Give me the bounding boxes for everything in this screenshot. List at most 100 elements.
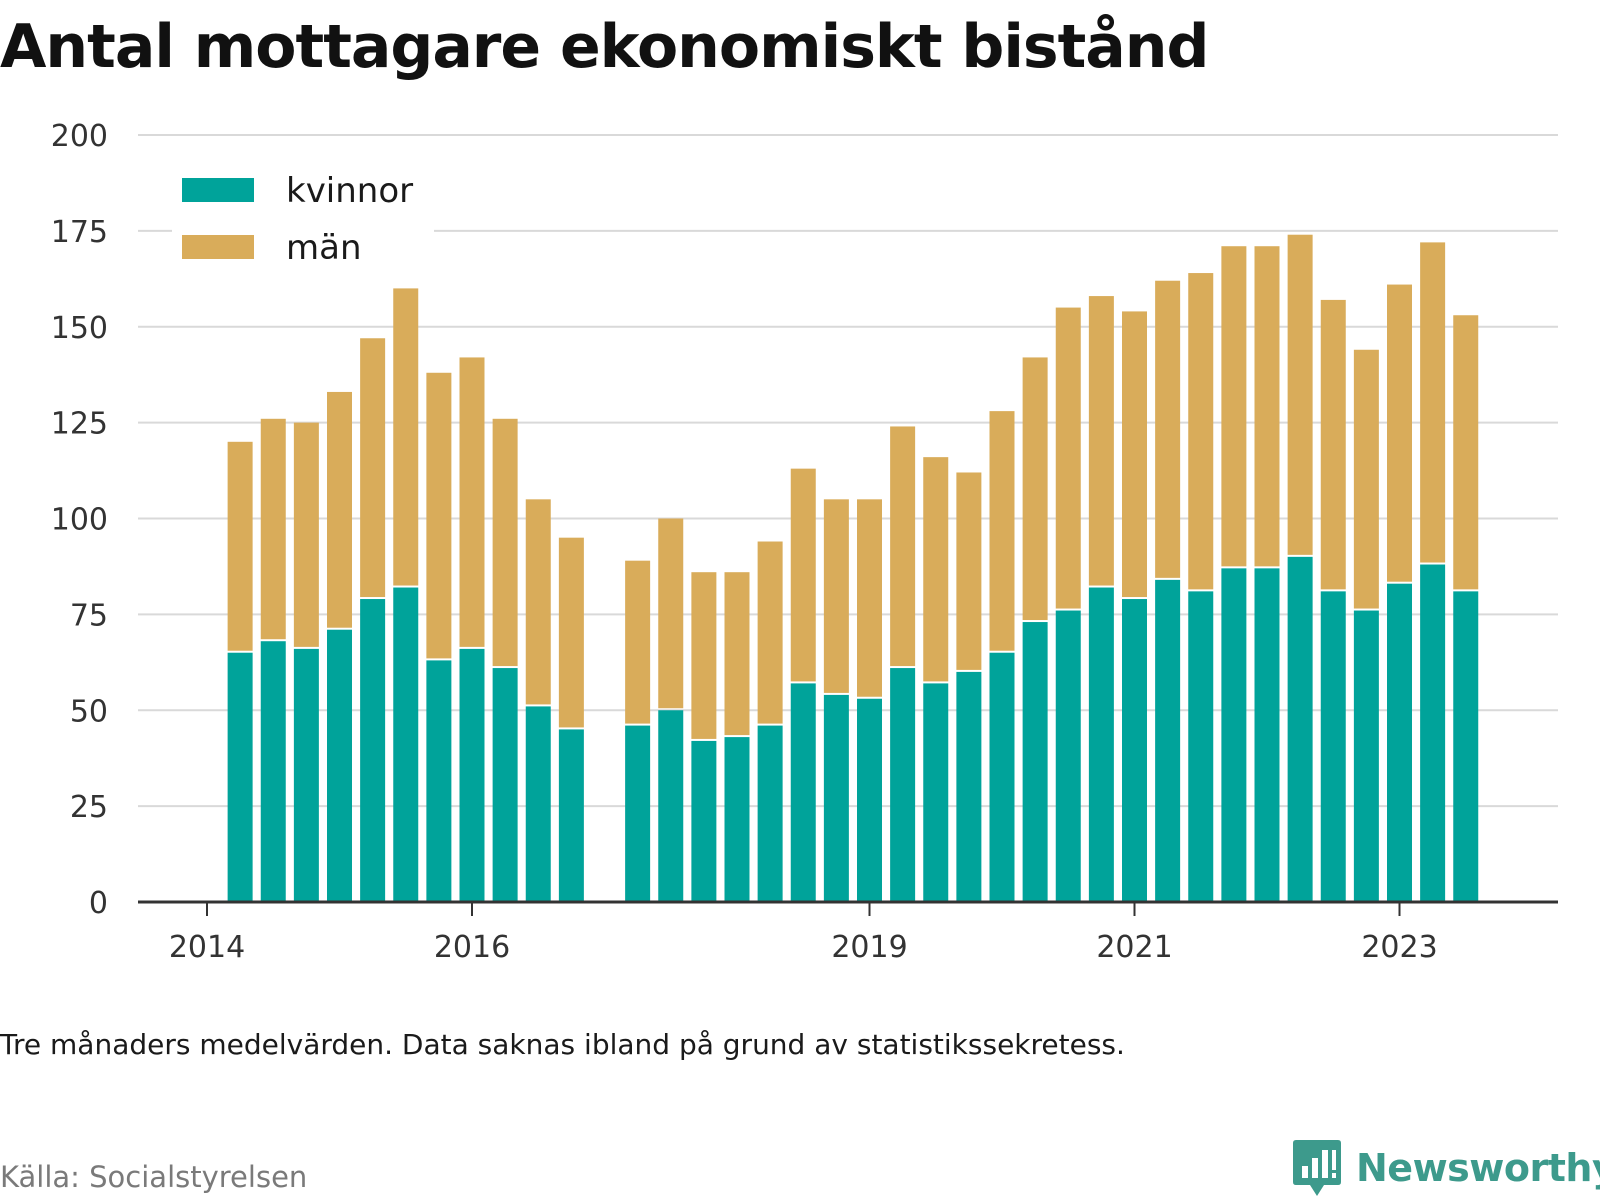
- bar-man: [989, 411, 1015, 651]
- x-axis: 2014 2016 2019 2021 2023: [138, 900, 1558, 965]
- bar-kvinnor: [393, 587, 419, 902]
- bar-kvinnor: [724, 737, 750, 902]
- bar-kvinnor: [790, 683, 816, 902]
- bar-kvinnor: [1254, 568, 1280, 902]
- bar-man: [1022, 357, 1048, 621]
- bar-man: [1055, 307, 1081, 609]
- bar-kvinnor: [956, 671, 982, 902]
- bar-kvinnor: [1221, 568, 1247, 902]
- bar-man: [1420, 242, 1446, 563]
- bar-man: [260, 418, 286, 640]
- bar-kvinnor: [1353, 610, 1379, 902]
- bar-kvinnor: [989, 652, 1015, 902]
- bar-man: [790, 468, 816, 682]
- bar-kvinnor: [890, 668, 916, 902]
- bar-man: [1088, 296, 1114, 586]
- bar-kvinnor: [823, 694, 849, 902]
- bar-kvinnor: [1387, 583, 1412, 902]
- bar-man: [492, 418, 518, 667]
- bar-man: [459, 357, 485, 647]
- x-tick-label: 2023: [1361, 930, 1437, 965]
- bar-man: [691, 572, 717, 739]
- bar-man: [923, 457, 949, 682]
- bar-man: [1287, 234, 1313, 555]
- y-tick-label: 75: [70, 598, 108, 633]
- chart-title: Antal mottagare ekonomiskt bistånd: [0, 12, 1209, 82]
- bar-man: [890, 426, 916, 667]
- bar-kvinnor: [923, 683, 949, 902]
- bar-man: [1155, 280, 1181, 578]
- bar-kvinnor: [492, 668, 518, 902]
- bar-man: [757, 541, 783, 724]
- brand-name: Newsworthy: [1356, 1146, 1600, 1190]
- bar-kvinnor: [293, 648, 319, 902]
- legend-swatch: [182, 178, 254, 202]
- bar-kvinnor: [1287, 556, 1313, 902]
- bar-kvinnor: [1022, 622, 1048, 902]
- x-tick-label: 2019: [831, 930, 907, 965]
- bar-kvinnor: [1122, 599, 1147, 902]
- brand-logo[interactable]: Newsworthy: [1292, 1138, 1600, 1198]
- bar-man: [1387, 284, 1412, 582]
- bar-man: [1188, 273, 1214, 590]
- bar-kvinnor: [658, 710, 684, 902]
- y-tick-label: 0: [89, 886, 108, 921]
- bar-kvinnor: [1453, 591, 1479, 902]
- legend: kvinnor män: [172, 171, 434, 282]
- bar-man: [823, 499, 849, 693]
- bars: [227, 234, 1479, 902]
- bar-man: [658, 518, 684, 709]
- newsworthy-logo-icon: [1293, 1140, 1341, 1196]
- y-tick-label: 150: [51, 311, 108, 346]
- source-label: Källa: Socialstyrelsen: [0, 1160, 308, 1194]
- bar-kvinnor: [360, 599, 386, 902]
- legend-label: kvinnor: [286, 171, 413, 211]
- bar-kvinnor: [1155, 579, 1181, 902]
- bar-kvinnor: [1188, 591, 1214, 902]
- bar-man: [426, 372, 452, 659]
- bar-man: [293, 422, 319, 647]
- bar-man: [724, 572, 750, 736]
- bar-man: [1254, 246, 1280, 567]
- bar-man: [558, 537, 584, 728]
- bar-kvinnor: [1088, 587, 1114, 902]
- bar-kvinnor: [558, 729, 584, 902]
- y-tick-label: 100: [51, 503, 108, 538]
- bar-man: [360, 338, 386, 598]
- bar-man: [327, 391, 352, 628]
- bar-kvinnor: [625, 725, 651, 902]
- bar-kvinnor: [525, 706, 551, 902]
- x-tick-label: 2021: [1096, 930, 1172, 965]
- y-tick-label: 125: [51, 407, 108, 442]
- y-tick-label: 50: [70, 694, 108, 729]
- bar-kvinnor: [459, 648, 485, 902]
- chart-note: Tre månaders medelvärden. Data saknas ib…: [0, 1028, 1125, 1061]
- bar-kvinnor: [327, 629, 352, 902]
- bar-man: [1320, 299, 1346, 590]
- bar-man: [857, 499, 882, 697]
- bar-kvinnor: [1320, 591, 1346, 902]
- bar-man: [525, 499, 551, 705]
- bar-man: [1353, 349, 1379, 609]
- bar-man: [1122, 311, 1147, 598]
- x-tick-label: 2016: [434, 930, 510, 965]
- bar-kvinnor: [1055, 610, 1081, 902]
- bar-kvinnor: [857, 698, 882, 902]
- bar-man: [956, 472, 982, 670]
- bar-kvinnor: [260, 641, 286, 902]
- bar-kvinnor: [757, 725, 783, 902]
- bar-kvinnor: [227, 652, 253, 902]
- y-tick-label: 200: [51, 119, 108, 154]
- bar-man: [227, 441, 253, 651]
- y-axis-ticks: 0 25 50 75 100 125 150 175 200: [51, 119, 108, 921]
- bar-kvinnor: [1420, 564, 1446, 902]
- bar-kvinnor: [691, 740, 717, 902]
- y-tick-label: 25: [70, 790, 108, 825]
- bar-man: [393, 288, 419, 586]
- y-tick-label: 175: [51, 215, 108, 250]
- legend-swatch: [182, 235, 254, 259]
- bar-man: [1221, 246, 1247, 567]
- legend-label: män: [286, 228, 362, 268]
- bar-man: [1453, 315, 1479, 590]
